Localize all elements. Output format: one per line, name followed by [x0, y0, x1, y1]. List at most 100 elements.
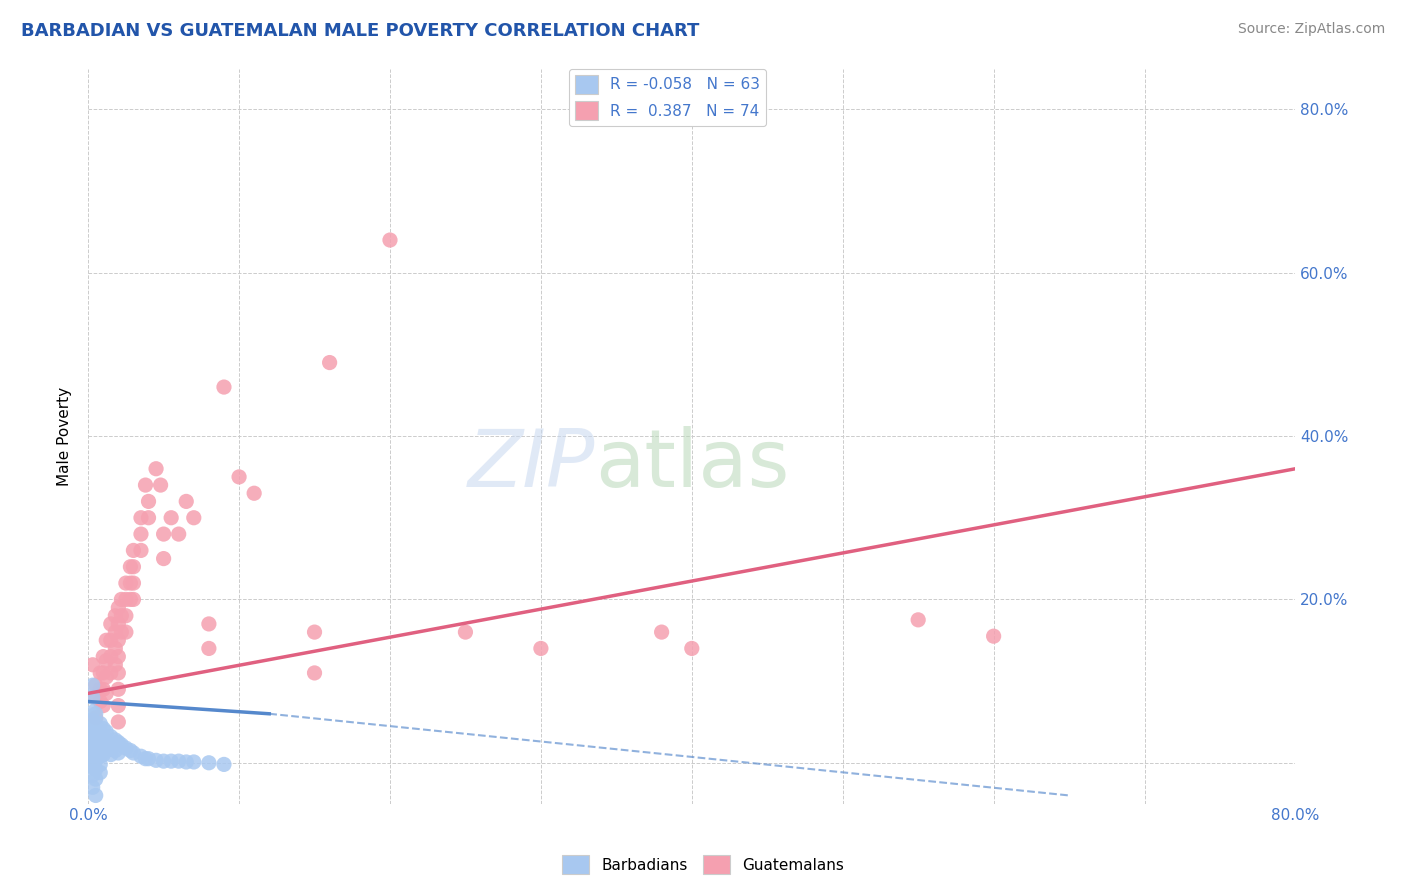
Point [110, 738, 132, 752]
Point [138, 752, 160, 766]
Point [212, 757, 235, 772]
Point [145, 753, 167, 767]
Point [82, 746, 104, 760]
Text: ZIP: ZIP [468, 426, 595, 505]
Point [107, 616, 129, 631]
Point [304, 625, 326, 640]
Point [91, 722, 114, 736]
Point [91, 665, 114, 680]
Point [115, 741, 138, 756]
Point [107, 649, 129, 664]
Point [84, 678, 107, 692]
Point [84, 762, 107, 776]
Point [89, 757, 111, 772]
Point [89, 724, 111, 739]
Point [129, 527, 152, 541]
Point [167, 527, 190, 541]
Point [89, 749, 111, 764]
Point [84, 724, 107, 739]
Point [82, 657, 104, 672]
Point [115, 625, 138, 640]
Point [530, 641, 553, 656]
Point [120, 576, 142, 591]
Point [89, 716, 111, 731]
Point [82, 690, 104, 705]
Point [84, 753, 107, 767]
Point [138, 494, 160, 508]
Legend: Barbadians, Guatemalans: Barbadians, Guatemalans [555, 849, 851, 880]
Point [82, 732, 104, 747]
Point [82, 714, 104, 728]
Point [91, 649, 114, 664]
Point [107, 665, 129, 680]
Point [100, 747, 122, 762]
Point [152, 551, 174, 566]
Point [115, 576, 138, 591]
Text: BARBADIAN VS GUATEMALAN MALE POVERTY CORRELATION CHART: BARBADIAN VS GUATEMALAN MALE POVERTY COR… [21, 22, 699, 40]
Point [100, 739, 122, 754]
Point [84, 716, 107, 731]
Y-axis label: Male Poverty: Male Poverty [58, 386, 72, 485]
Point [110, 625, 132, 640]
Point [120, 559, 142, 574]
Point [91, 747, 114, 762]
Point [89, 682, 111, 697]
Point [243, 486, 266, 500]
Point [100, 633, 122, 648]
Point [82, 705, 104, 719]
Point [107, 746, 129, 760]
Point [82, 756, 104, 770]
Point [228, 470, 250, 484]
Point [120, 743, 142, 757]
Point [378, 233, 401, 247]
Point [84, 711, 107, 725]
Point [183, 510, 205, 524]
Point [100, 649, 122, 664]
Point [82, 723, 104, 738]
Point [107, 682, 129, 697]
Point [100, 730, 122, 744]
Point [110, 608, 132, 623]
Point [198, 616, 221, 631]
Point [983, 629, 1005, 643]
Point [160, 510, 183, 524]
Point [122, 543, 145, 558]
Point [96, 654, 118, 668]
Point [100, 616, 122, 631]
Point [122, 592, 145, 607]
Text: atlas: atlas [595, 426, 790, 505]
Point [84, 690, 107, 705]
Point [82, 760, 104, 774]
Point [198, 641, 221, 656]
Point [907, 613, 929, 627]
Point [107, 633, 129, 648]
Point [91, 731, 114, 746]
Point [91, 682, 114, 697]
Point [651, 625, 673, 640]
Point [129, 749, 152, 764]
Point [84, 706, 107, 721]
Point [82, 768, 104, 782]
Point [82, 780, 104, 795]
Text: Source: ZipAtlas.com: Source: ZipAtlas.com [1237, 22, 1385, 37]
Point [82, 752, 104, 766]
Point [100, 665, 122, 680]
Point [122, 559, 145, 574]
Point [104, 657, 127, 672]
Point [84, 738, 107, 752]
Point [96, 743, 118, 757]
Point [129, 510, 152, 524]
Point [84, 731, 107, 746]
Point [183, 755, 205, 769]
Point [84, 789, 107, 803]
Point [91, 698, 114, 713]
Point [122, 576, 145, 591]
Legend: R = -0.058   N = 63, R =  0.387   N = 74: R = -0.058 N = 63, R = 0.387 N = 74 [569, 69, 766, 126]
Point [107, 714, 129, 729]
Point [82, 727, 104, 741]
Point [89, 765, 111, 780]
Point [145, 461, 167, 475]
Point [82, 741, 104, 756]
Point [115, 592, 138, 607]
Point [96, 686, 118, 700]
